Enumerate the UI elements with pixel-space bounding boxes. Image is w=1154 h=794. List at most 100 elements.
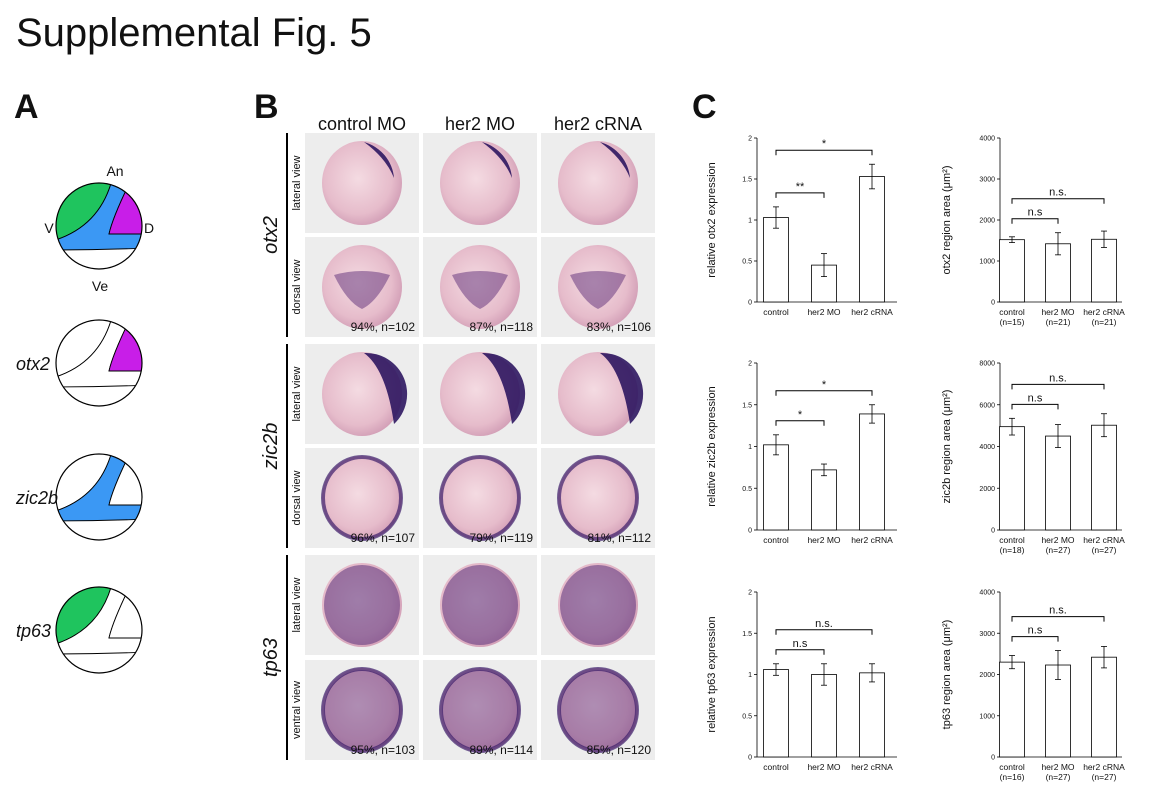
n-label: (n=21) (1092, 317, 1117, 327)
n-label: (n=27) (1092, 772, 1117, 782)
view-label: ventral view (291, 681, 303, 739)
significance-label: n.s (1028, 207, 1043, 219)
orientation-label: An (106, 163, 123, 179)
y-axis-label: relative tp63 expression (706, 616, 718, 732)
orientation-label: Ve (92, 278, 109, 294)
stain (442, 670, 518, 750)
y-tick-label: 3000 (979, 631, 995, 638)
x-tick-label: control (763, 535, 789, 545)
n-label: (n=27) (1046, 772, 1071, 782)
bar (999, 661, 1025, 758)
stain-rim (439, 455, 521, 541)
x-tick-label: her2 MO (807, 307, 840, 317)
stain (364, 352, 408, 424)
significance-bracket (1011, 636, 1059, 642)
x-tick-label: control (999, 535, 1025, 545)
x-tick-label: her2 cRNA (851, 307, 893, 317)
score-label: 85%, n=120 (587, 743, 652, 757)
y-tick-label: 1 (748, 218, 752, 225)
significance-label: * (798, 409, 803, 421)
embryo-diagram (56, 183, 142, 251)
stain (334, 271, 390, 309)
view-label: lateral view (291, 155, 303, 210)
y-tick-label: 6000 (979, 402, 995, 409)
y-tick-label: 4000 (979, 444, 995, 451)
score-label: 81%, n=112 (588, 531, 652, 545)
gene-label: otx2 (16, 354, 50, 374)
score-label: 79%, n=119 (470, 531, 534, 545)
column-header: her2 cRNA (554, 114, 642, 134)
significance-label: n.s (793, 638, 808, 650)
stain (324, 565, 400, 645)
gene-label: tp63 (16, 621, 51, 641)
significance-bracket (775, 192, 825, 198)
x-tick-label: her2 cRNA (1083, 762, 1125, 772)
view-label: dorsal view (291, 470, 303, 525)
x-tick-label: her2 MO (1041, 307, 1074, 317)
view-label: lateral view (291, 366, 303, 421)
x-tick-label: her2 cRNA (851, 535, 893, 545)
x-tick-label: her2 MO (807, 535, 840, 545)
gene-label: zic2b (15, 488, 58, 508)
y-tick-label: 0 (991, 300, 995, 307)
significance-bracket (775, 649, 825, 655)
y-tick-label: 1 (748, 444, 752, 451)
figure-title: Supplemental Fig. 5 (16, 11, 372, 55)
y-tick-label: 3000 (979, 177, 995, 184)
bar (999, 426, 1025, 531)
stain (600, 352, 644, 424)
y-tick-label: 0 (748, 755, 752, 762)
x-tick-label: control (763, 762, 789, 772)
panel-label: B (254, 88, 279, 126)
y-tick-label: 0 (991, 755, 995, 762)
y-axis-label: zic2b region area (μm²) (941, 390, 953, 504)
n-label: (n=15) (1000, 317, 1025, 327)
n-label: (n=21) (1046, 317, 1071, 327)
x-tick-label: control (763, 307, 789, 317)
stain (570, 271, 626, 309)
y-tick-label: 0 (748, 528, 752, 535)
stain-rim (557, 667, 639, 753)
x-tick-label: her2 cRNA (851, 762, 893, 772)
significance-label: ** (796, 181, 805, 193)
bar (811, 264, 837, 303)
bar (763, 669, 789, 758)
embryo (322, 456, 402, 540)
embryo-outline (55, 586, 143, 674)
bar (763, 217, 789, 303)
y-tick-label: 2000 (979, 218, 995, 225)
significance-bracket (775, 390, 873, 396)
significance-bracket (775, 149, 873, 156)
gene-label: zic2b (260, 423, 282, 471)
bar (811, 469, 837, 531)
column-header: control MO (318, 114, 406, 134)
view-label: lateral view (291, 577, 303, 632)
stain (482, 142, 512, 178)
bar (859, 176, 885, 303)
significance-label: * (822, 379, 827, 391)
score-label: 87%, n=118 (470, 320, 534, 334)
y-tick-label: 0 (991, 528, 995, 535)
stain (600, 142, 630, 178)
stain-rim (321, 667, 403, 753)
x-tick-label: her2 MO (807, 762, 840, 772)
embryo (440, 141, 520, 225)
embryo-diagram (56, 587, 142, 655)
panel-label: A (14, 88, 39, 126)
y-tick-label: 4000 (979, 590, 995, 597)
x-tick-label: her2 MO (1041, 535, 1074, 545)
y-tick-label: 1000 (979, 713, 995, 720)
n-label: (n=18) (1000, 545, 1025, 555)
embryo-outline (55, 453, 143, 541)
y-axis-label: otx2 region area (μm²) (941, 165, 953, 274)
stain (482, 352, 526, 424)
stain-rim (557, 455, 639, 541)
significance-bracket (1011, 198, 1105, 204)
gene-label: otx2 (260, 216, 282, 254)
y-tick-label: 1 (748, 672, 752, 679)
embryo (322, 668, 402, 752)
orientation-label: V (44, 220, 54, 236)
view-label: dorsal view (291, 259, 303, 314)
embryo (322, 141, 402, 225)
